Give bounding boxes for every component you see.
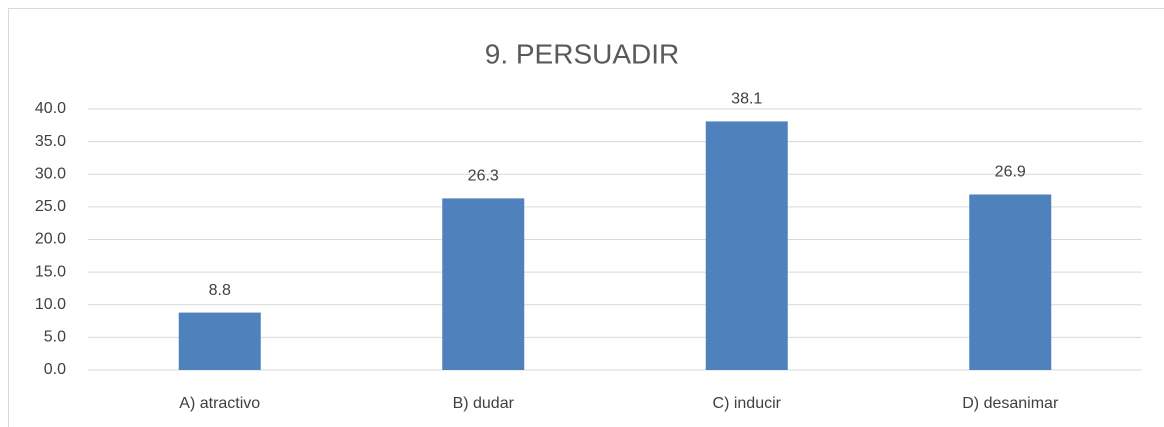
data-label: 8.8 bbox=[209, 282, 231, 299]
x-tick-label: C) inducir bbox=[713, 395, 782, 412]
chart-title: 9. PERSUADIR bbox=[485, 38, 680, 69]
y-tick-label: 25.0 bbox=[35, 198, 66, 215]
bar bbox=[178, 312, 261, 370]
x-tick-label: B) dudar bbox=[453, 395, 515, 412]
x-tick-label: D) desanimar bbox=[962, 395, 1059, 412]
y-tick-label: 40.0 bbox=[35, 100, 66, 117]
data-label: 26.3 bbox=[468, 168, 499, 185]
y-tick-label: 10.0 bbox=[35, 296, 66, 313]
data-label: 26.9 bbox=[995, 164, 1026, 181]
bar bbox=[442, 198, 525, 370]
data-label: 38.1 bbox=[731, 91, 762, 108]
y-tick-label: 35.0 bbox=[35, 133, 66, 150]
x-tick-label: A) atractivo bbox=[179, 395, 260, 412]
y-tick-label: 30.0 bbox=[35, 165, 66, 182]
y-tick-label: 5.0 bbox=[44, 329, 66, 346]
bar bbox=[705, 121, 788, 371]
y-tick-label: 15.0 bbox=[35, 263, 66, 280]
bar bbox=[969, 194, 1052, 370]
y-tick-label: 20.0 bbox=[35, 231, 66, 248]
y-tick-label: 0.0 bbox=[44, 361, 66, 378]
